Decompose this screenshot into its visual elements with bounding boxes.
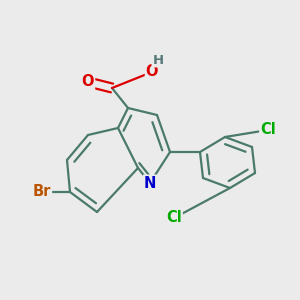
Text: H: H — [152, 53, 164, 67]
Text: O: O — [82, 74, 94, 89]
Text: Br: Br — [33, 184, 51, 200]
Text: O: O — [146, 64, 158, 80]
Text: Cl: Cl — [166, 211, 182, 226]
Text: N: N — [144, 176, 156, 190]
Text: Cl: Cl — [260, 122, 276, 137]
